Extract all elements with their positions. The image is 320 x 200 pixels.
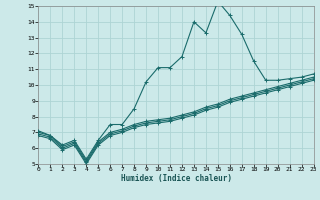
X-axis label: Humidex (Indice chaleur): Humidex (Indice chaleur) <box>121 174 231 183</box>
